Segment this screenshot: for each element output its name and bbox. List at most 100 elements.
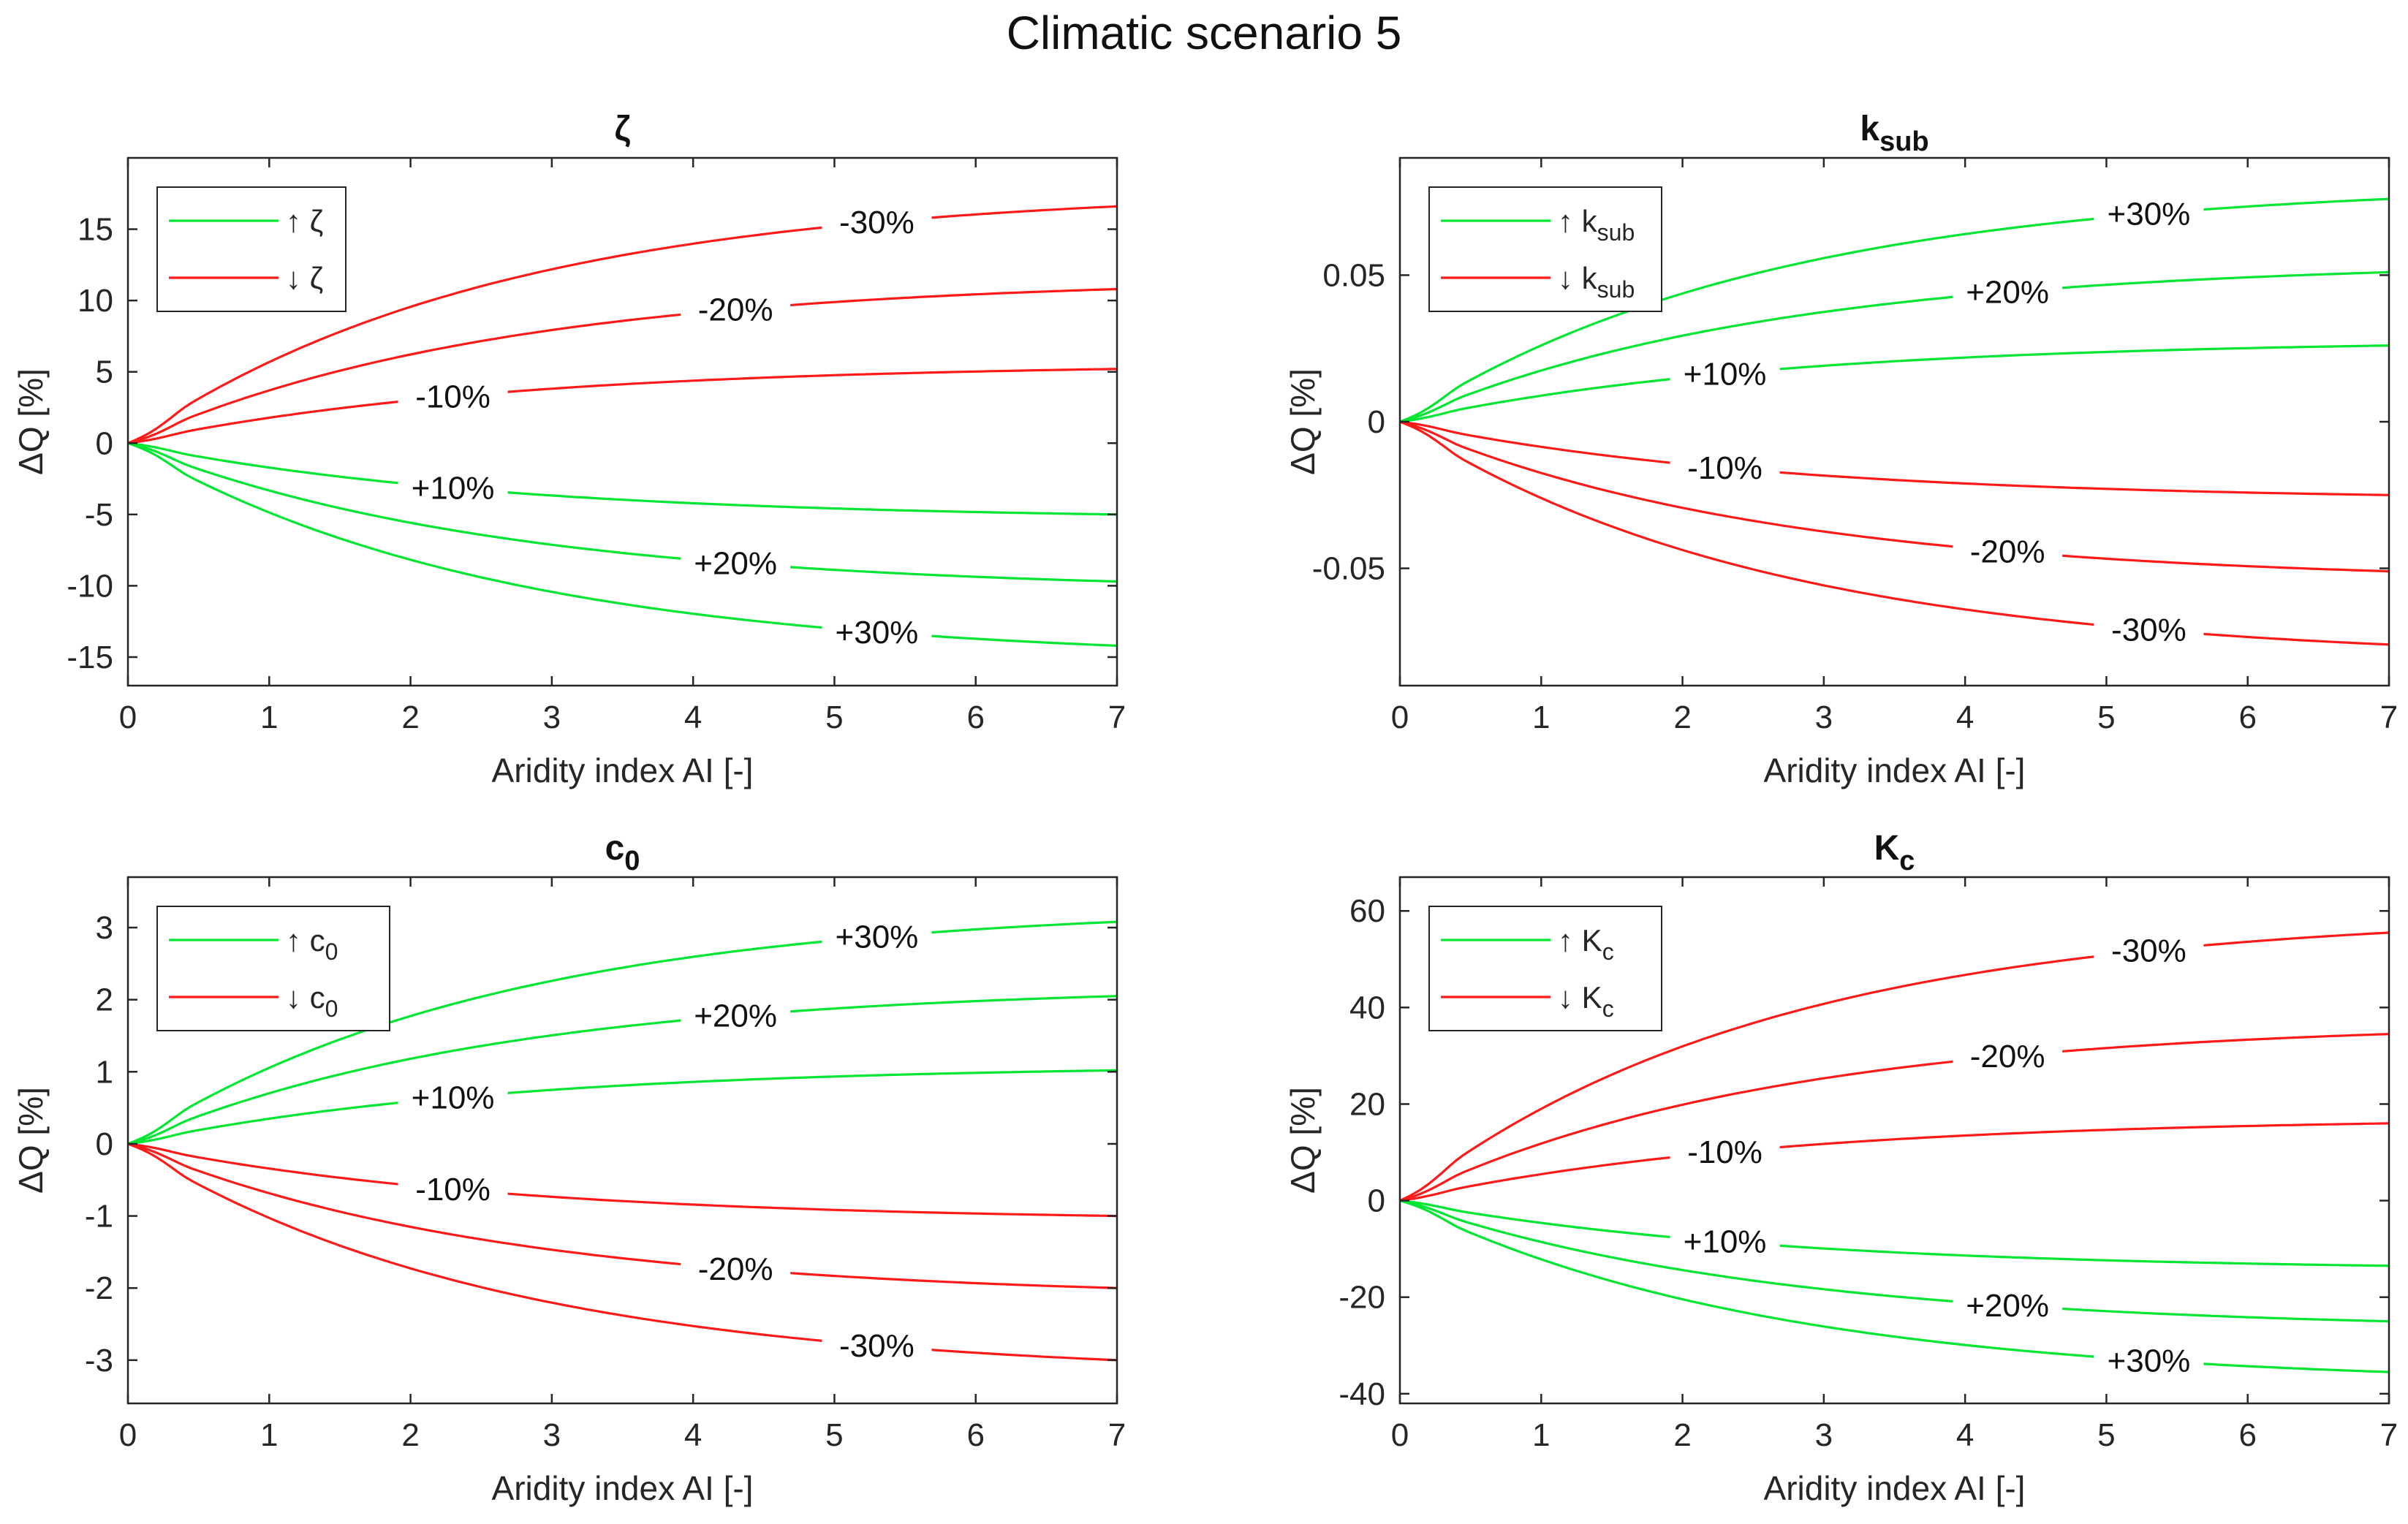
x-tick-label: 6 [966, 700, 984, 735]
y-tick-label: -0.05 [1312, 551, 1385, 587]
y-tick-label: 5 [96, 355, 113, 390]
x-tick-label: 5 [825, 1417, 843, 1453]
legend-entry: ↑ Kc [1558, 923, 1614, 965]
x-tick-label: 6 [966, 1417, 984, 1453]
y-tick-label: 0 [96, 1126, 113, 1162]
legend: ↑ ζ ↓ ζ [156, 186, 347, 312]
axes-box [126, 876, 1118, 1405]
y-tick-label: 1 [96, 1054, 113, 1090]
x-tick-label: 7 [1108, 1417, 1126, 1453]
series-line--20pct [127, 287, 1118, 444]
series-label-bg [2094, 1340, 2204, 1380]
series-label: +10% [412, 1080, 495, 1116]
series-line-+10pct [127, 1069, 1118, 1145]
series-line-+20pct [1399, 1199, 2390, 1323]
x-tick-label: 2 [401, 1417, 419, 1453]
y-tick-label: 3 [96, 910, 113, 946]
series-label-bg [681, 995, 791, 1035]
legend-entry: ↑ c0 [286, 923, 338, 965]
x-tick-label: 2 [401, 700, 419, 735]
x-tick-label: 5 [2097, 700, 2115, 735]
series-label-bg [2094, 609, 2204, 649]
legend-entry: ↓ Kc [1558, 980, 1614, 1022]
x-tick-label: 1 [260, 1417, 278, 1453]
series-label-bg [822, 611, 932, 651]
x-tick-label: 3 [1815, 1417, 1833, 1453]
x-tick-label: 4 [1956, 1417, 1974, 1453]
x-tick-label: 5 [2097, 1417, 2115, 1453]
x-tick-label: 1 [1532, 700, 1550, 735]
series-label: -30% [2111, 933, 2186, 969]
series-label-bg [1670, 1131, 1780, 1172]
series-label-bg [681, 1248, 791, 1289]
series-line-+20pct [127, 441, 1118, 583]
series-label: -10% [415, 379, 491, 414]
panel-title: Kc [1874, 829, 1915, 876]
x-tick-label: 6 [2238, 1417, 2256, 1453]
legend-entry: ↓ ksub [1558, 261, 1635, 303]
series-line-+30pct [127, 441, 1118, 647]
y-tick-label: -3 [85, 1343, 113, 1379]
series-line--30pct [1399, 420, 2390, 646]
series-label: +20% [694, 998, 777, 1034]
legend-entry: ↑ ζ [286, 204, 323, 238]
y-tick-label: 20 [1349, 1086, 1385, 1122]
y-axis-label: ΔQ [%] [12, 1087, 50, 1194]
x-tick-label: 0 [1391, 1417, 1409, 1453]
legend-box [1428, 186, 1662, 312]
y-tick-label: -15 [67, 640, 113, 675]
series-line-+30pct [1399, 197, 2390, 423]
series-label: +10% [1684, 1224, 1767, 1260]
y-tick-label: 40 [1349, 990, 1385, 1026]
y-tick-label: 10 [77, 283, 113, 319]
series-label: -30% [839, 1328, 915, 1364]
series-line-+30pct [127, 920, 1118, 1145]
series-line-+30pct [1399, 1199, 2390, 1373]
series-label-bg [398, 1077, 508, 1117]
series-line--30pct [127, 205, 1118, 444]
series-label: +30% [836, 920, 919, 955]
series-label: -20% [698, 292, 773, 327]
series-line--10pct [1399, 420, 2390, 496]
series-label: -20% [1970, 534, 2045, 569]
legend-entry: ↓ ζ [286, 261, 323, 295]
series-label-bg [1953, 1284, 2063, 1324]
series-label: -20% [698, 1251, 773, 1287]
series-label-bg [2094, 930, 2204, 970]
series-label: +20% [694, 545, 777, 581]
x-tick-label: 7 [1108, 700, 1126, 735]
panel-title: c0 [605, 829, 640, 876]
series-line--10pct [127, 1142, 1118, 1218]
y-tick-label: 60 [1349, 893, 1385, 929]
series-label-bg [2094, 193, 2204, 233]
x-tick-label: 7 [2380, 1417, 2398, 1453]
panel-title: ζ [614, 110, 630, 148]
y-axis-label: ΔQ [%] [1284, 368, 1322, 475]
x-tick-label: 4 [1956, 700, 1974, 735]
x-tick-label: 3 [1815, 700, 1833, 735]
series-label: -30% [839, 205, 915, 240]
chart-panel-2: ksub +30% +20% +10% -10% -20% -30% 0 1 2 3 4 5 6 7 -0.0… [1284, 110, 2398, 789]
legend: ↑ c0 ↓ c0 [156, 906, 390, 1031]
series-label: +20% [1966, 275, 2049, 311]
axes-box [126, 156, 1118, 687]
x-tick-label: 1 [260, 700, 278, 735]
series-line-+10pct [1399, 1199, 2390, 1267]
x-tick-label: 0 [1391, 700, 1409, 735]
y-tick-label: 0 [1368, 404, 1385, 440]
series-line-+10pct [1399, 344, 2390, 423]
series-label-bg [1953, 1035, 2063, 1075]
y-tick-label: -1 [85, 1199, 113, 1235]
x-tick-label: 6 [2238, 700, 2256, 735]
y-tick-label: -20 [1339, 1280, 1385, 1316]
series-label-bg [681, 289, 791, 329]
y-axis-label: ΔQ [%] [1284, 1087, 1322, 1194]
legend: ↑ ksub ↓ ksub [1428, 186, 1662, 312]
x-tick-label: 0 [119, 700, 137, 735]
y-tick-label: -5 [85, 497, 113, 533]
chart-panel-4: Kc -30% -20% -10% +10% +20% +30% 0 1 2 3 4 5 6 7 -40 -20… [1284, 829, 2398, 1507]
series-line-+20pct [1399, 270, 2390, 423]
x-tick-label: 3 [543, 1417, 561, 1453]
series-label-bg [822, 202, 932, 242]
